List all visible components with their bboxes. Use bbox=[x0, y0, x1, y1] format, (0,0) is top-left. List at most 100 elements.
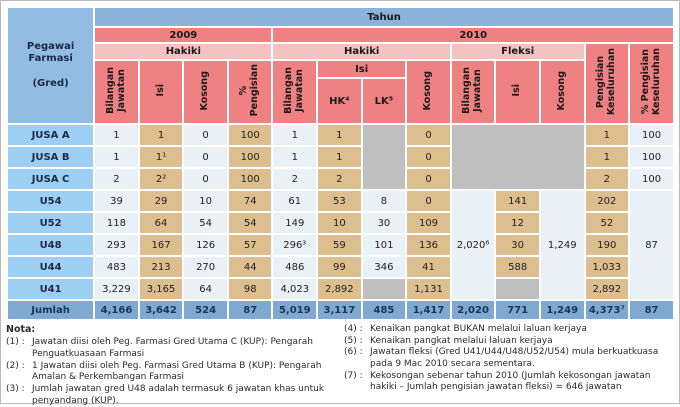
notes-title: Nota: bbox=[6, 324, 36, 335]
pct-pengisian-keseluruhan-label: % Pengisian Keseluruhan bbox=[639, 48, 662, 116]
header-row-columns: Bilangan Jawatan Isi Kosong % Pengisian … bbox=[8, 61, 673, 123]
cell: 4,023 bbox=[273, 279, 317, 299]
kosong-fleksi-header: Kosong bbox=[540, 61, 584, 123]
cell: 64 bbox=[139, 213, 183, 233]
header-row-years: 2009 2010 bbox=[8, 28, 673, 42]
cell: 483 bbox=[95, 257, 138, 277]
table-row-u41: U41 3,229 3,165 64 98 4,023 2,892 1,131 … bbox=[8, 279, 673, 299]
note-number: (3) : bbox=[6, 384, 25, 395]
cell: 54 bbox=[184, 213, 227, 233]
note-7: (7) : Kekosongan sebenar tahun 2010 (Jum… bbox=[344, 371, 674, 394]
cell: 101 bbox=[362, 235, 406, 255]
fleksi-header: Fleksi bbox=[451, 44, 584, 59]
pengisian-keseluruhan-header: Pengisian Keseluruhan bbox=[585, 44, 629, 123]
cell: 61 bbox=[273, 191, 317, 211]
cell: 486 bbox=[273, 257, 317, 277]
table-row-u52: U52 118 64 54 54 149 10 30 109 12 52 bbox=[8, 213, 673, 233]
tahun-header: Tahun bbox=[95, 8, 673, 26]
cell-fleksi-bilangan-merged: 2,020⁶ bbox=[451, 191, 495, 299]
cell: 118 bbox=[95, 213, 138, 233]
cell: 39 bbox=[95, 191, 138, 211]
cell: 0 bbox=[184, 147, 227, 167]
cell: 29 bbox=[139, 191, 183, 211]
note-text: Jawatan diisi oleh Peg. Farmasi Gred Uta… bbox=[32, 337, 313, 360]
row-label: U44 bbox=[8, 257, 94, 277]
notes-section: Nota: (1) : Jawatan diisi oleh Peg. Farm… bbox=[6, 324, 674, 407]
cell: 2 bbox=[95, 169, 138, 189]
bilangan-jawatan-fleksi-header: Bilangan Jawatan bbox=[451, 61, 495, 123]
cell: 100 bbox=[630, 147, 673, 167]
cell: 167 bbox=[139, 235, 183, 255]
bilangan-jawatan-label: Bilangan Jawatan bbox=[104, 67, 127, 114]
lk-header: LK⁵ bbox=[362, 79, 406, 123]
cell: 1 bbox=[585, 147, 629, 167]
pharmacy-staffing-table: Pegawai Farmasi (Gred) Tahun 2009 2010 H… bbox=[6, 6, 675, 321]
cell-fleksi-kosong-merged: 1,249 bbox=[540, 191, 584, 299]
cell: 100 bbox=[630, 125, 673, 145]
cell: 202 bbox=[585, 191, 629, 211]
cell: 0 bbox=[407, 191, 450, 211]
cell: 2² bbox=[139, 169, 183, 189]
cell: 99 bbox=[318, 257, 361, 277]
cell: 74 bbox=[228, 191, 272, 211]
cell: 270 bbox=[184, 257, 227, 277]
cell: 100 bbox=[228, 125, 272, 145]
cell: 10 bbox=[318, 213, 361, 233]
note-text: Jawatan fleksi (Gred U41/U44/U48/U52/U54… bbox=[370, 347, 659, 370]
cell: 87 bbox=[228, 301, 272, 319]
cell: 3,165 bbox=[139, 279, 183, 299]
cell: 2 bbox=[318, 169, 361, 189]
cell: 136 bbox=[407, 235, 450, 255]
total-label: Jumlah bbox=[8, 301, 94, 319]
cell: 3,642 bbox=[139, 301, 183, 319]
cell: 0 bbox=[407, 147, 450, 167]
note-text: 1 Jawatan diisi oleh Peg. Farmasi Gred U… bbox=[32, 360, 322, 383]
row-label: U52 bbox=[8, 213, 94, 233]
cell: 54 bbox=[228, 213, 272, 233]
kosong-label: Kosong bbox=[422, 70, 434, 111]
cell: 141 bbox=[496, 191, 539, 211]
note-number: (2) : bbox=[6, 360, 25, 371]
row-label: U41 bbox=[8, 279, 94, 299]
note-number: (1) : bbox=[6, 337, 25, 348]
cell: 771 bbox=[496, 301, 539, 319]
cell: 1 bbox=[318, 147, 361, 167]
note-6: (6) : Jawatan fleksi (Gred U41/U44/U48/U… bbox=[344, 347, 674, 370]
isi-fleksi-header: Isi bbox=[496, 61, 539, 123]
cell: 588 bbox=[496, 257, 539, 277]
cell: 296³ bbox=[273, 235, 317, 255]
cell: 10 bbox=[184, 191, 227, 211]
cell: 44 bbox=[228, 257, 272, 277]
cell: 485 bbox=[362, 301, 406, 319]
cell: 100 bbox=[630, 169, 673, 189]
header-row-hk-lk: HK⁴ LK⁵ bbox=[8, 79, 673, 123]
cell: 64 bbox=[184, 279, 227, 299]
row-label: U48 bbox=[8, 235, 94, 255]
table-header: Pegawai Farmasi (Gred) Tahun 2009 2010 H… bbox=[8, 8, 673, 123]
cell: 1 bbox=[95, 147, 138, 167]
cell-not-applicable bbox=[362, 279, 406, 299]
cell: 293 bbox=[95, 235, 138, 255]
cell: 2,020 bbox=[451, 301, 495, 319]
notes-column-left: Nota: (1) : Jawatan diisi oleh Peg. Farm… bbox=[6, 324, 336, 407]
cell: 4,166 bbox=[95, 301, 138, 319]
corner-label: Pegawai Farmasi (Gred) bbox=[26, 40, 75, 90]
cell: 5,019 bbox=[273, 301, 317, 319]
row-label: U54 bbox=[8, 191, 94, 211]
hakiki-2009-header: Hakiki bbox=[95, 44, 272, 59]
year-2009-header: 2009 bbox=[95, 28, 272, 42]
row-label: JUSA C bbox=[8, 169, 94, 189]
cell: 1 bbox=[95, 125, 138, 145]
year-2010-header: 2010 bbox=[273, 28, 673, 42]
note-5: (5) : Kenaikan pangkat melalui laluan ke… bbox=[344, 336, 674, 348]
isi-2009-header: Isi bbox=[139, 61, 183, 123]
cell: 0 bbox=[407, 125, 450, 145]
isi-label: Isi bbox=[154, 84, 166, 97]
cell: 8 bbox=[362, 191, 406, 211]
cell: 524 bbox=[184, 301, 227, 319]
cell-not-applicable bbox=[496, 279, 539, 299]
row-label: JUSA A bbox=[8, 125, 94, 145]
kosong-label: Kosong bbox=[555, 70, 567, 111]
cell: 213 bbox=[139, 257, 183, 277]
hk-header: HK⁴ bbox=[318, 79, 361, 123]
